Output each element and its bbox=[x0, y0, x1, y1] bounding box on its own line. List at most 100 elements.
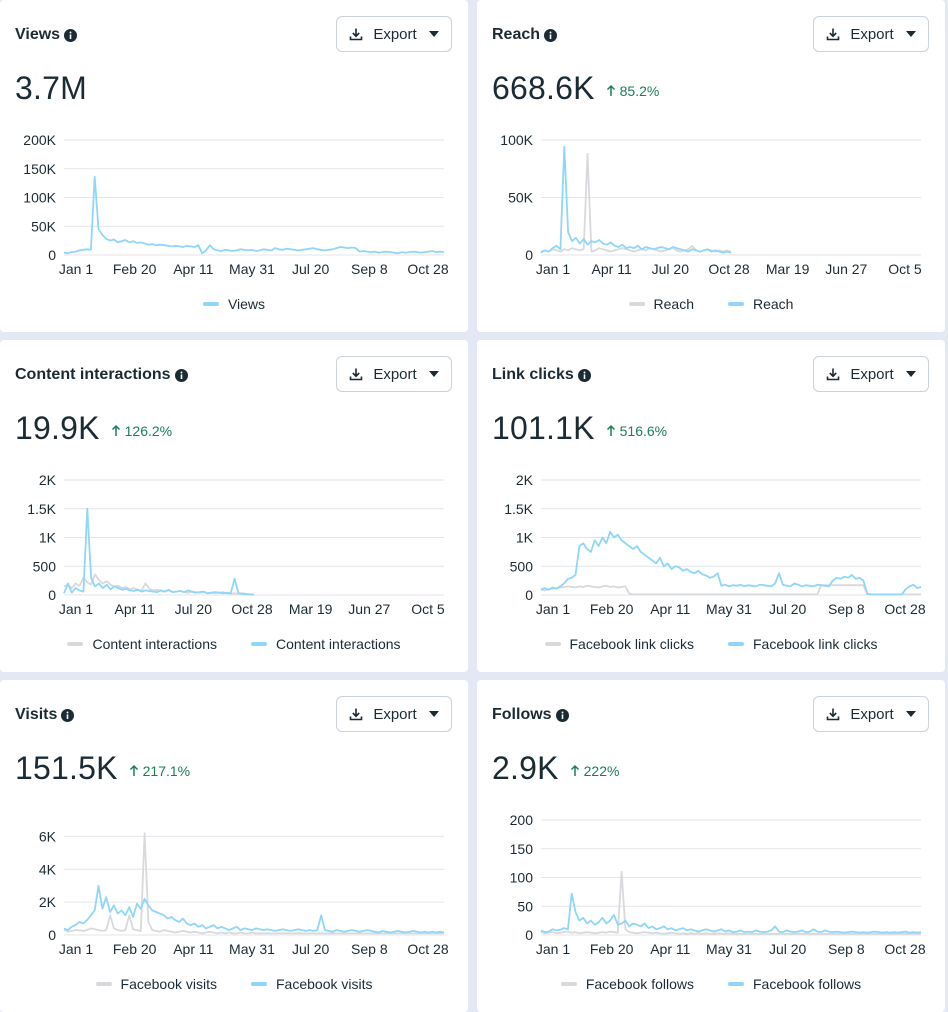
metric-value: 2.9K bbox=[492, 750, 559, 786]
legend-item[interactable]: Reach bbox=[728, 296, 793, 312]
x-tick-label: Sep 8 bbox=[351, 261, 388, 277]
metric: 101.1K 516.6% bbox=[492, 410, 667, 447]
x-tick-label: Oct 28 bbox=[884, 941, 925, 957]
legend-item[interactable]: Facebook follows bbox=[728, 976, 861, 992]
legend-label: Reach bbox=[753, 296, 794, 312]
y-tick-label: 0 bbox=[48, 247, 56, 263]
x-tick-label: Apr 11 bbox=[173, 941, 213, 957]
legend-item[interactable]: Views bbox=[202, 296, 265, 312]
x-tick-label: Apr 11 bbox=[592, 261, 632, 277]
x-tick-label: May 31 bbox=[706, 941, 752, 957]
y-tick-label: 0 bbox=[525, 247, 533, 263]
download-icon bbox=[826, 707, 840, 721]
export-label: Export bbox=[850, 25, 894, 43]
change-value: 516.6% bbox=[619, 422, 668, 439]
y-tick-label: 1K bbox=[516, 530, 534, 546]
previous-series-line bbox=[63, 832, 444, 935]
legend-label: Content interactions bbox=[92, 636, 217, 652]
export-button[interactable]: Export bbox=[813, 16, 929, 52]
legend-item[interactable]: Facebook visits bbox=[95, 976, 217, 992]
metric: 3.7M bbox=[15, 70, 87, 107]
legend-item[interactable]: Facebook follows bbox=[560, 976, 694, 992]
card-title: Visits bbox=[15, 706, 75, 724]
previous-series-line bbox=[540, 584, 921, 596]
caret-down-icon bbox=[428, 711, 439, 717]
info-icon[interactable] bbox=[555, 708, 569, 722]
current-series-line bbox=[540, 892, 922, 934]
y-tick-label: 500 bbox=[33, 558, 57, 574]
export-label: Export bbox=[373, 705, 417, 723]
change-value: 222% bbox=[583, 762, 620, 779]
info-icon[interactable] bbox=[64, 28, 78, 42]
y-tick-label: 100 bbox=[510, 870, 534, 886]
y-tick-label: 0 bbox=[48, 927, 56, 943]
chart-legend: Facebook visits Facebook visits bbox=[0, 976, 468, 992]
x-tick-label: Oct 28 bbox=[407, 261, 448, 277]
x-tick-label: Oct 28 bbox=[884, 601, 925, 617]
legend-label: Content interactions bbox=[276, 636, 401, 652]
x-tick-label: Apr 11 bbox=[650, 941, 690, 957]
export-label: Export bbox=[373, 25, 417, 43]
export-button[interactable]: Export bbox=[813, 356, 929, 392]
change-indicator: 217.1% bbox=[129, 763, 190, 779]
legend-item[interactable]: Facebook visits bbox=[251, 976, 372, 992]
change-indicator: 222% bbox=[570, 762, 620, 779]
legend-label: Facebook visits bbox=[120, 976, 217, 992]
legend-label: Facebook follows bbox=[585, 976, 694, 992]
info-icon[interactable] bbox=[174, 368, 188, 382]
visits-card: Visits Export 151.5K 217.1% 6K 4K 2K 0 Jan 1… bbox=[0, 680, 468, 1012]
x-tick-label: Jan 1 bbox=[536, 941, 570, 957]
legend-item[interactable]: Reach bbox=[628, 296, 694, 312]
legend-label: Reach bbox=[653, 296, 694, 312]
y-tick-label: 2K bbox=[39, 894, 57, 910]
x-tick-label: Feb 20 bbox=[590, 601, 634, 617]
x-tick-label: May 31 bbox=[229, 941, 275, 957]
x-tick-label: Oct 28 bbox=[708, 261, 749, 277]
card-title-text: Visits bbox=[15, 706, 58, 723]
arrow-up-icon bbox=[606, 84, 616, 97]
legend-item[interactable]: Facebook link clicks bbox=[544, 636, 694, 652]
x-tick-label: May 31 bbox=[229, 261, 275, 277]
legend-swatch bbox=[728, 982, 744, 986]
y-tick-label: 1.5K bbox=[504, 501, 533, 517]
chart-legend: Facebook follows Facebook follows bbox=[477, 976, 945, 992]
info-icon[interactable] bbox=[61, 708, 75, 722]
legend-swatch bbox=[95, 982, 112, 986]
legend-item[interactable]: Content interactions bbox=[251, 636, 401, 652]
metric-value: 19.9K bbox=[15, 410, 100, 446]
x-tick-label: Oct 5 bbox=[888, 261, 922, 277]
legend-item[interactable]: Content interactions bbox=[67, 636, 217, 652]
x-tick-label: Oct 28 bbox=[231, 601, 272, 617]
export-button[interactable]: Export bbox=[336, 696, 452, 732]
export-label: Export bbox=[850, 365, 894, 383]
card-title-text: Reach bbox=[492, 26, 541, 43]
x-tick-label: Jul 20 bbox=[652, 261, 690, 277]
y-tick-label: 1K bbox=[39, 530, 57, 546]
metric: 668.6K 85.2% bbox=[492, 70, 659, 107]
x-tick-label: Jun 27 bbox=[825, 261, 867, 277]
info-icon[interactable] bbox=[544, 28, 558, 42]
export-button[interactable]: Export bbox=[813, 696, 929, 732]
download-icon bbox=[349, 27, 363, 41]
y-tick-label: 0 bbox=[48, 587, 56, 603]
y-tick-label: 200 bbox=[510, 812, 534, 828]
legend-swatch bbox=[560, 982, 577, 986]
x-tick-label: Jul 20 bbox=[292, 261, 330, 277]
legend-item[interactable]: Facebook link clicks bbox=[728, 636, 878, 652]
arrow-up-icon bbox=[606, 424, 616, 437]
export-button[interactable]: Export bbox=[336, 16, 452, 52]
x-tick-label: Jun 27 bbox=[348, 601, 390, 617]
info-icon[interactable] bbox=[577, 368, 591, 382]
metric-value: 151.5K bbox=[15, 750, 118, 786]
chart-legend: Content interactions Content interactions bbox=[0, 636, 468, 652]
current-series-line bbox=[63, 507, 255, 596]
metric: 151.5K 217.1% bbox=[15, 750, 190, 787]
y-tick-label: 150 bbox=[510, 841, 534, 857]
export-button[interactable]: Export bbox=[336, 356, 452, 392]
download-icon bbox=[826, 27, 840, 41]
caret-down-icon bbox=[428, 371, 439, 377]
y-tick-label: 0 bbox=[525, 587, 533, 603]
change-value: 217.1% bbox=[142, 762, 191, 779]
